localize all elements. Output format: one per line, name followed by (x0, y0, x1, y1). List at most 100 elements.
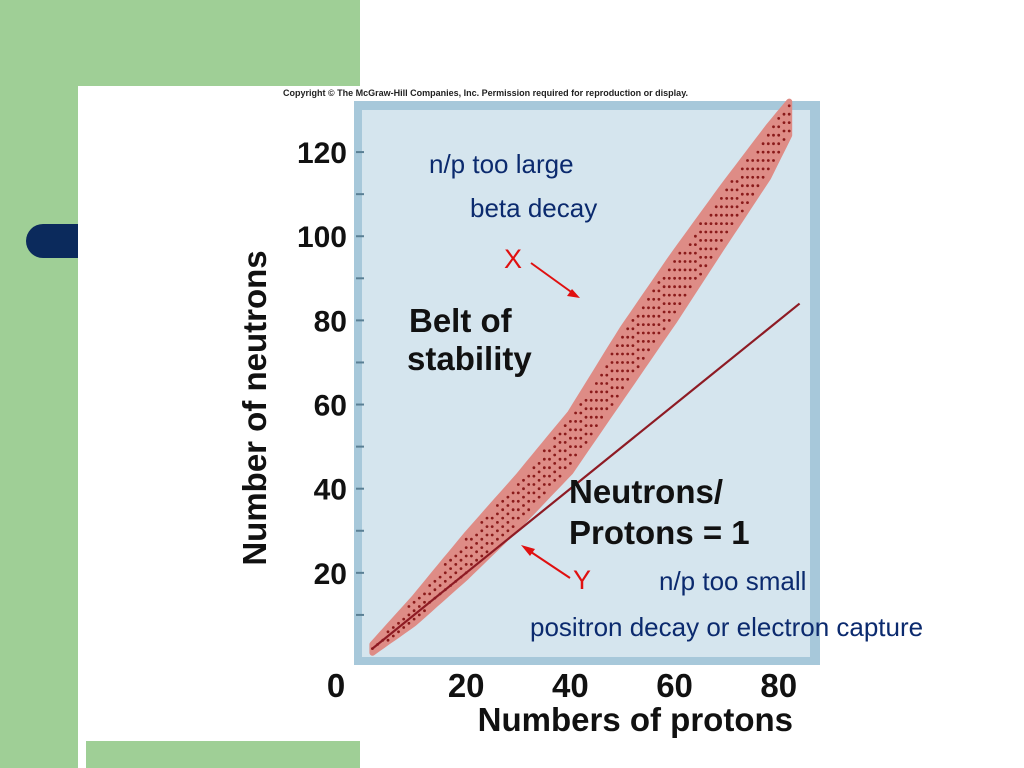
nuclide-dot (595, 382, 598, 385)
nuclide-dot (636, 323, 640, 326)
nuclide-dot (694, 260, 697, 263)
nuclide-dot (600, 382, 603, 385)
nuclide-dot (652, 306, 656, 310)
nuclide-dot (584, 398, 588, 402)
nuclide-dot (600, 398, 603, 402)
nuclide-dot (595, 415, 598, 419)
nuclide-dot (647, 348, 650, 352)
nuclide-dot (548, 466, 551, 470)
nuclide-dot (688, 285, 692, 289)
nuclide-dot (522, 478, 525, 482)
nuclide-dot (563, 457, 567, 461)
nuclide-dot (636, 356, 640, 360)
nuclide-dot (714, 247, 718, 251)
nuclide-dot (470, 546, 473, 549)
nuclide-dot (397, 630, 400, 634)
nuclide-dot (579, 428, 583, 432)
nuclide-dot (756, 175, 760, 179)
nuclide-dot (657, 289, 661, 293)
nuclide-dot (641, 340, 645, 343)
nuclide-dot (621, 344, 624, 347)
nuclide-dot (589, 390, 593, 394)
nuclide-dot (725, 197, 729, 200)
nuclide-dot (787, 104, 791, 108)
nuclide-dot (657, 323, 661, 326)
nuclide-dot (694, 276, 697, 280)
nuclide-dot (537, 462, 541, 465)
nuclide-dot (428, 592, 432, 596)
nuclide-dot (480, 546, 484, 549)
nuclide-dot (746, 167, 749, 171)
nuclide-dot (470, 554, 473, 558)
nuclide-dot (553, 436, 557, 440)
nuclide-dot (647, 331, 650, 335)
nuclide-dot (423, 592, 426, 596)
nuclide-dot (407, 613, 411, 617)
nuclide-dot (412, 600, 416, 604)
nuclide-dot (511, 508, 515, 512)
y-tick-label: 60 (314, 390, 347, 423)
too-large-note-line1: n/p too large (429, 149, 574, 179)
nuclide-dot (501, 525, 505, 528)
nuclide-dot (641, 323, 645, 326)
nuclide-dot (569, 436, 572, 440)
nuclide-dot (751, 167, 755, 171)
nuclide-dot (464, 554, 468, 558)
nuclide-dot (641, 348, 645, 352)
nuclide-dot (516, 491, 520, 495)
nuclide-dot (470, 563, 473, 566)
nuclide-dot (569, 462, 572, 465)
nuclide-dot (667, 302, 671, 305)
nuclide-dot (548, 457, 551, 461)
nuclide-dot (699, 247, 702, 251)
too-small-note-line1: n/p too small (659, 566, 806, 596)
nuclide-dot (610, 403, 614, 406)
nuclide-dot (506, 529, 510, 533)
nuclide-dot (542, 457, 546, 461)
nuclide-dot (579, 403, 583, 406)
nuclide-dot (777, 117, 781, 120)
nuclide-dot (683, 260, 687, 263)
nuclide-dot (600, 390, 603, 394)
nuclide-dot (506, 521, 510, 524)
nuclide-dot (751, 159, 755, 162)
nuclide-dot (725, 222, 729, 226)
nuclide-dot (730, 197, 734, 200)
nuclide-dot (709, 239, 713, 242)
nuclide-dot (553, 462, 557, 465)
nuclide-dot (751, 192, 755, 196)
nuclide-dot (626, 361, 630, 364)
nuclide-dot (464, 563, 468, 566)
belt-band (369, 98, 793, 656)
nuclide-dot (595, 424, 598, 427)
nuclide-dot (766, 142, 770, 146)
nuclide-dot (766, 159, 770, 162)
nuclide-dot (501, 508, 505, 512)
nuclide-dot (683, 293, 687, 297)
nuclide-dot (673, 260, 676, 263)
nuclide-dot (501, 499, 505, 503)
nuclide-dot (542, 466, 546, 470)
nuclide-dot (647, 323, 650, 326)
nuclide-dot (720, 239, 723, 242)
nuclide-dot (558, 466, 562, 470)
nuclide-dot (443, 563, 447, 566)
nuclide-dot (459, 558, 463, 562)
nuclide-dot (746, 159, 749, 162)
nuclide-dot (683, 268, 687, 272)
nuclide-dot (694, 251, 697, 255)
nuclide-dot (673, 285, 676, 289)
nuclide-dot (563, 432, 567, 436)
nuclide-dot (772, 159, 775, 162)
nuclide-dot (443, 579, 447, 583)
ratio-label-line2: Protons = 1 (569, 514, 750, 551)
nuclide-dot (725, 188, 729, 192)
nuclide-dot (459, 550, 463, 554)
nuclide-dot (720, 205, 723, 209)
nuclide-dot (756, 184, 760, 188)
nuclide-dot (548, 483, 551, 486)
nuclide-dot (537, 495, 541, 499)
too-large-note-line2: beta decay (470, 193, 597, 223)
nuclide-dot (626, 352, 630, 356)
